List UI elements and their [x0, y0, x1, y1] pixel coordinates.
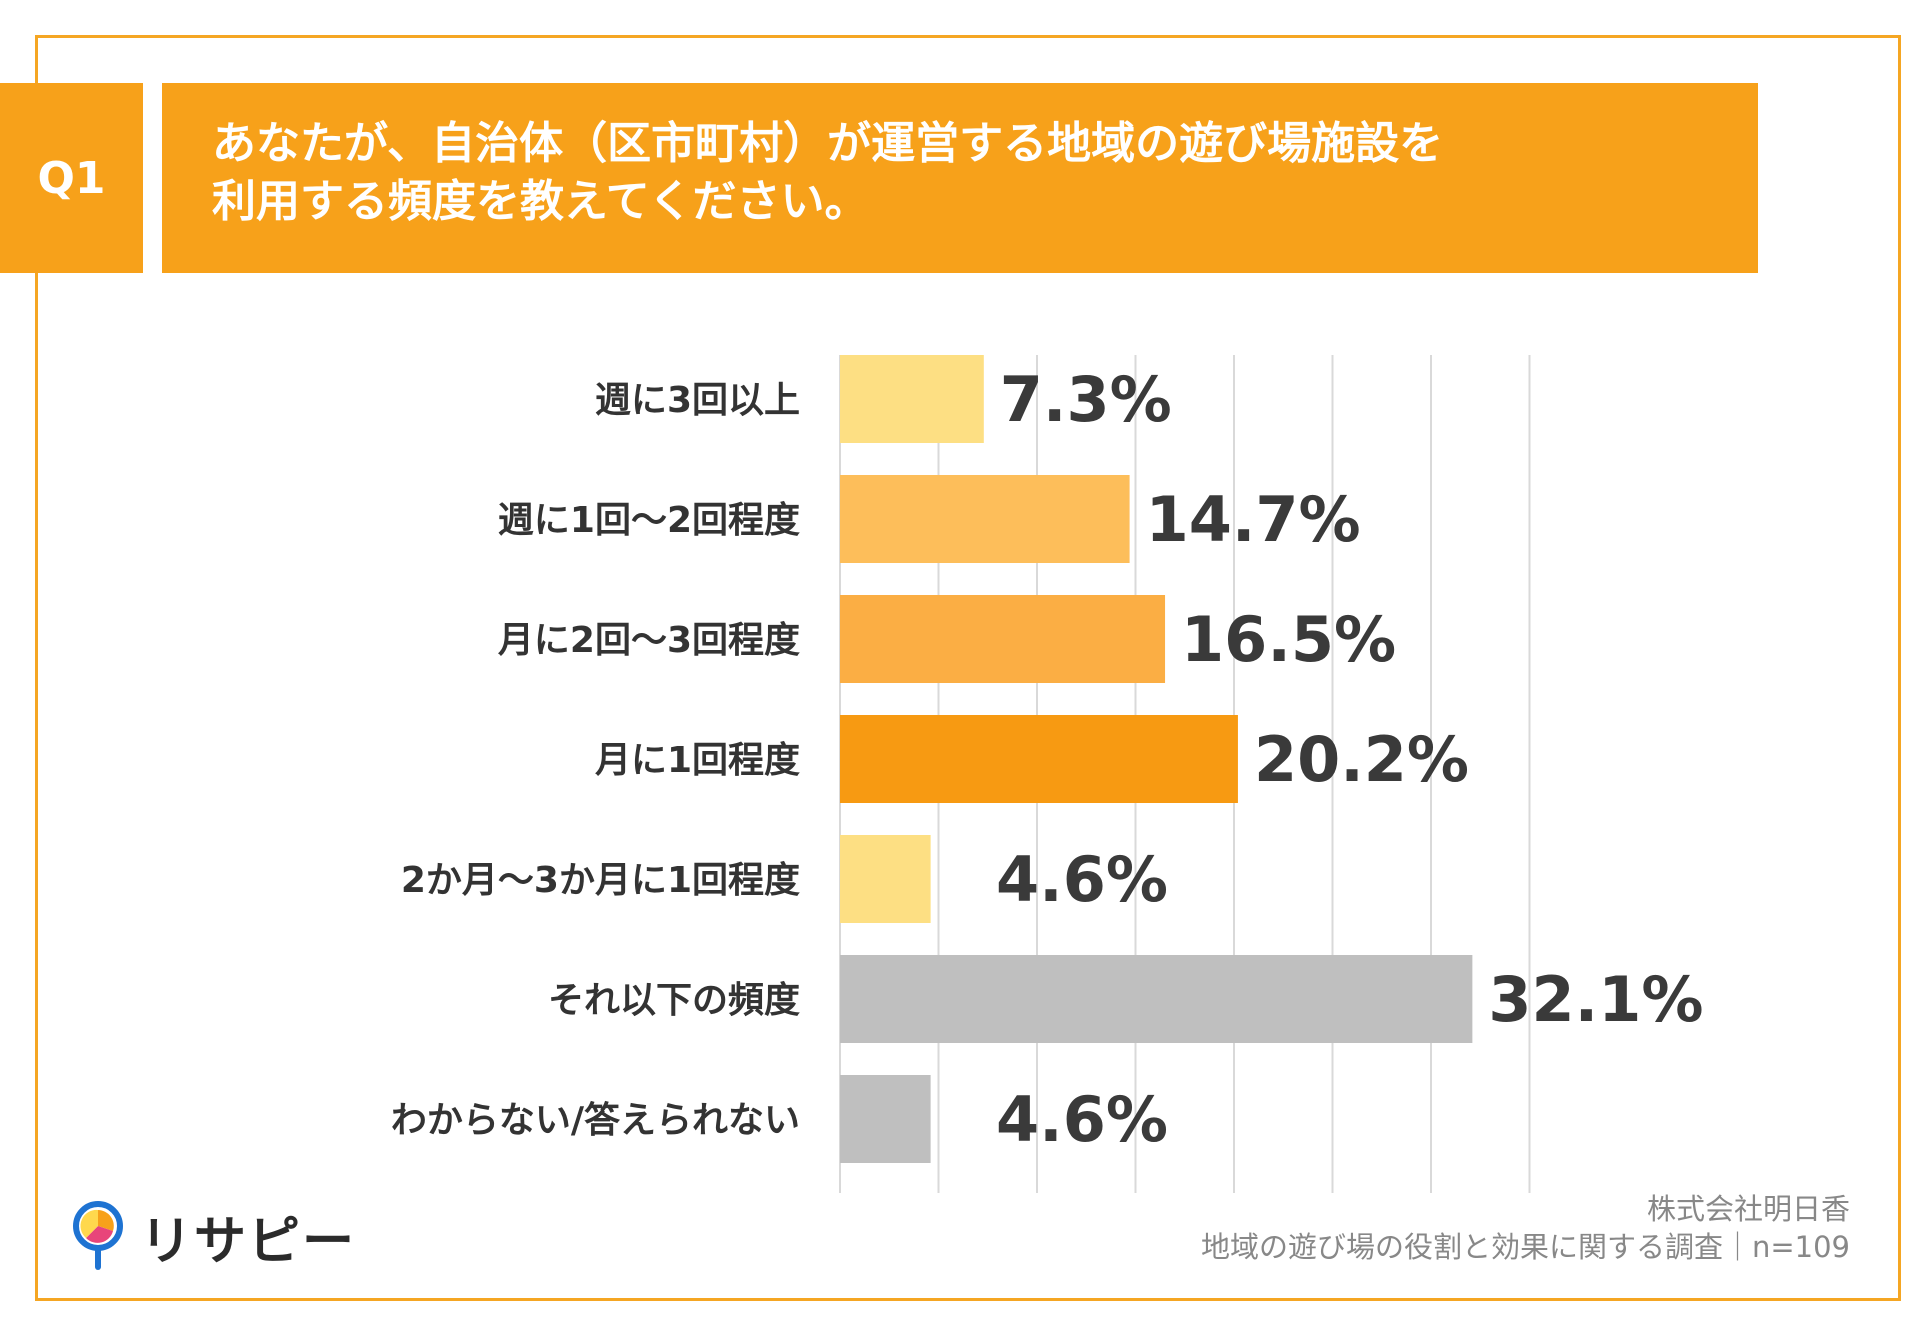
category-label: わからない/答えられない: [391, 1100, 800, 1141]
value-label: 4.6%: [996, 843, 1168, 916]
source-survey: 地域の遊び場の役割と効果に関する調査｜n=109: [1200, 1230, 1850, 1264]
question-banner: あなたが、自治体（区市町村）が運営する地域の遊び場施設を 利用する頻度を教えてく…: [162, 83, 1758, 273]
value-label: 7.3%: [1000, 363, 1172, 436]
value-label: 20.2%: [1254, 723, 1469, 796]
logo-text: リサピー: [140, 1211, 357, 1272]
question-line-1: あなたが、自治体（区市町村）が運営する地域の遊び場施設を: [212, 118, 1444, 169]
bar-5: [840, 835, 931, 923]
bar-7: [840, 1075, 931, 1163]
source-note: 株式会社明日香 地域の遊び場の役割と効果に関する調査｜n=109: [1201, 1190, 1850, 1266]
category-label: 月に1回程度: [595, 740, 800, 781]
bars: [840, 355, 1473, 1163]
value-labels: 7.3% 14.7% 16.5% 20.2% 4.6% 32.1% 4.6%: [996, 363, 1703, 1156]
question-badge: Q1: [0, 83, 143, 273]
value-label: 4.6%: [996, 1083, 1168, 1156]
bar-4: [840, 715, 1238, 803]
bar-3: [840, 595, 1166, 683]
bar-2: [840, 475, 1130, 563]
pin-pie-icon: [73, 1201, 123, 1270]
category-label: 週に1回～2回程度: [498, 500, 800, 541]
source-company: 株式会社明日香: [1646, 1192, 1850, 1226]
value-label: 32.1%: [1488, 963, 1703, 1036]
question-line-2: 利用する頻度を教えてください。: [212, 176, 869, 227]
category-label: 週に3回以上: [595, 380, 800, 421]
logo: リサピー: [70, 1200, 356, 1272]
value-label: 14.7%: [1146, 483, 1361, 556]
value-label: 16.5%: [1181, 603, 1396, 676]
chart-frame: [35, 35, 1901, 1301]
category-label: 月に2回～3回程度: [498, 620, 800, 661]
bar-6: [840, 955, 1473, 1043]
category-label: それ以下の頻度: [548, 980, 800, 1021]
bar-1: [840, 355, 984, 443]
category-label: 2か月～3か月に1回程度: [401, 860, 800, 901]
